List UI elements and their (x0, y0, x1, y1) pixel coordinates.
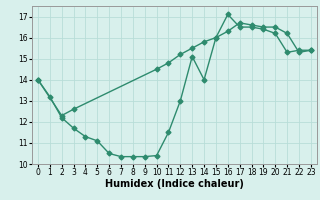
X-axis label: Humidex (Indice chaleur): Humidex (Indice chaleur) (105, 179, 244, 189)
